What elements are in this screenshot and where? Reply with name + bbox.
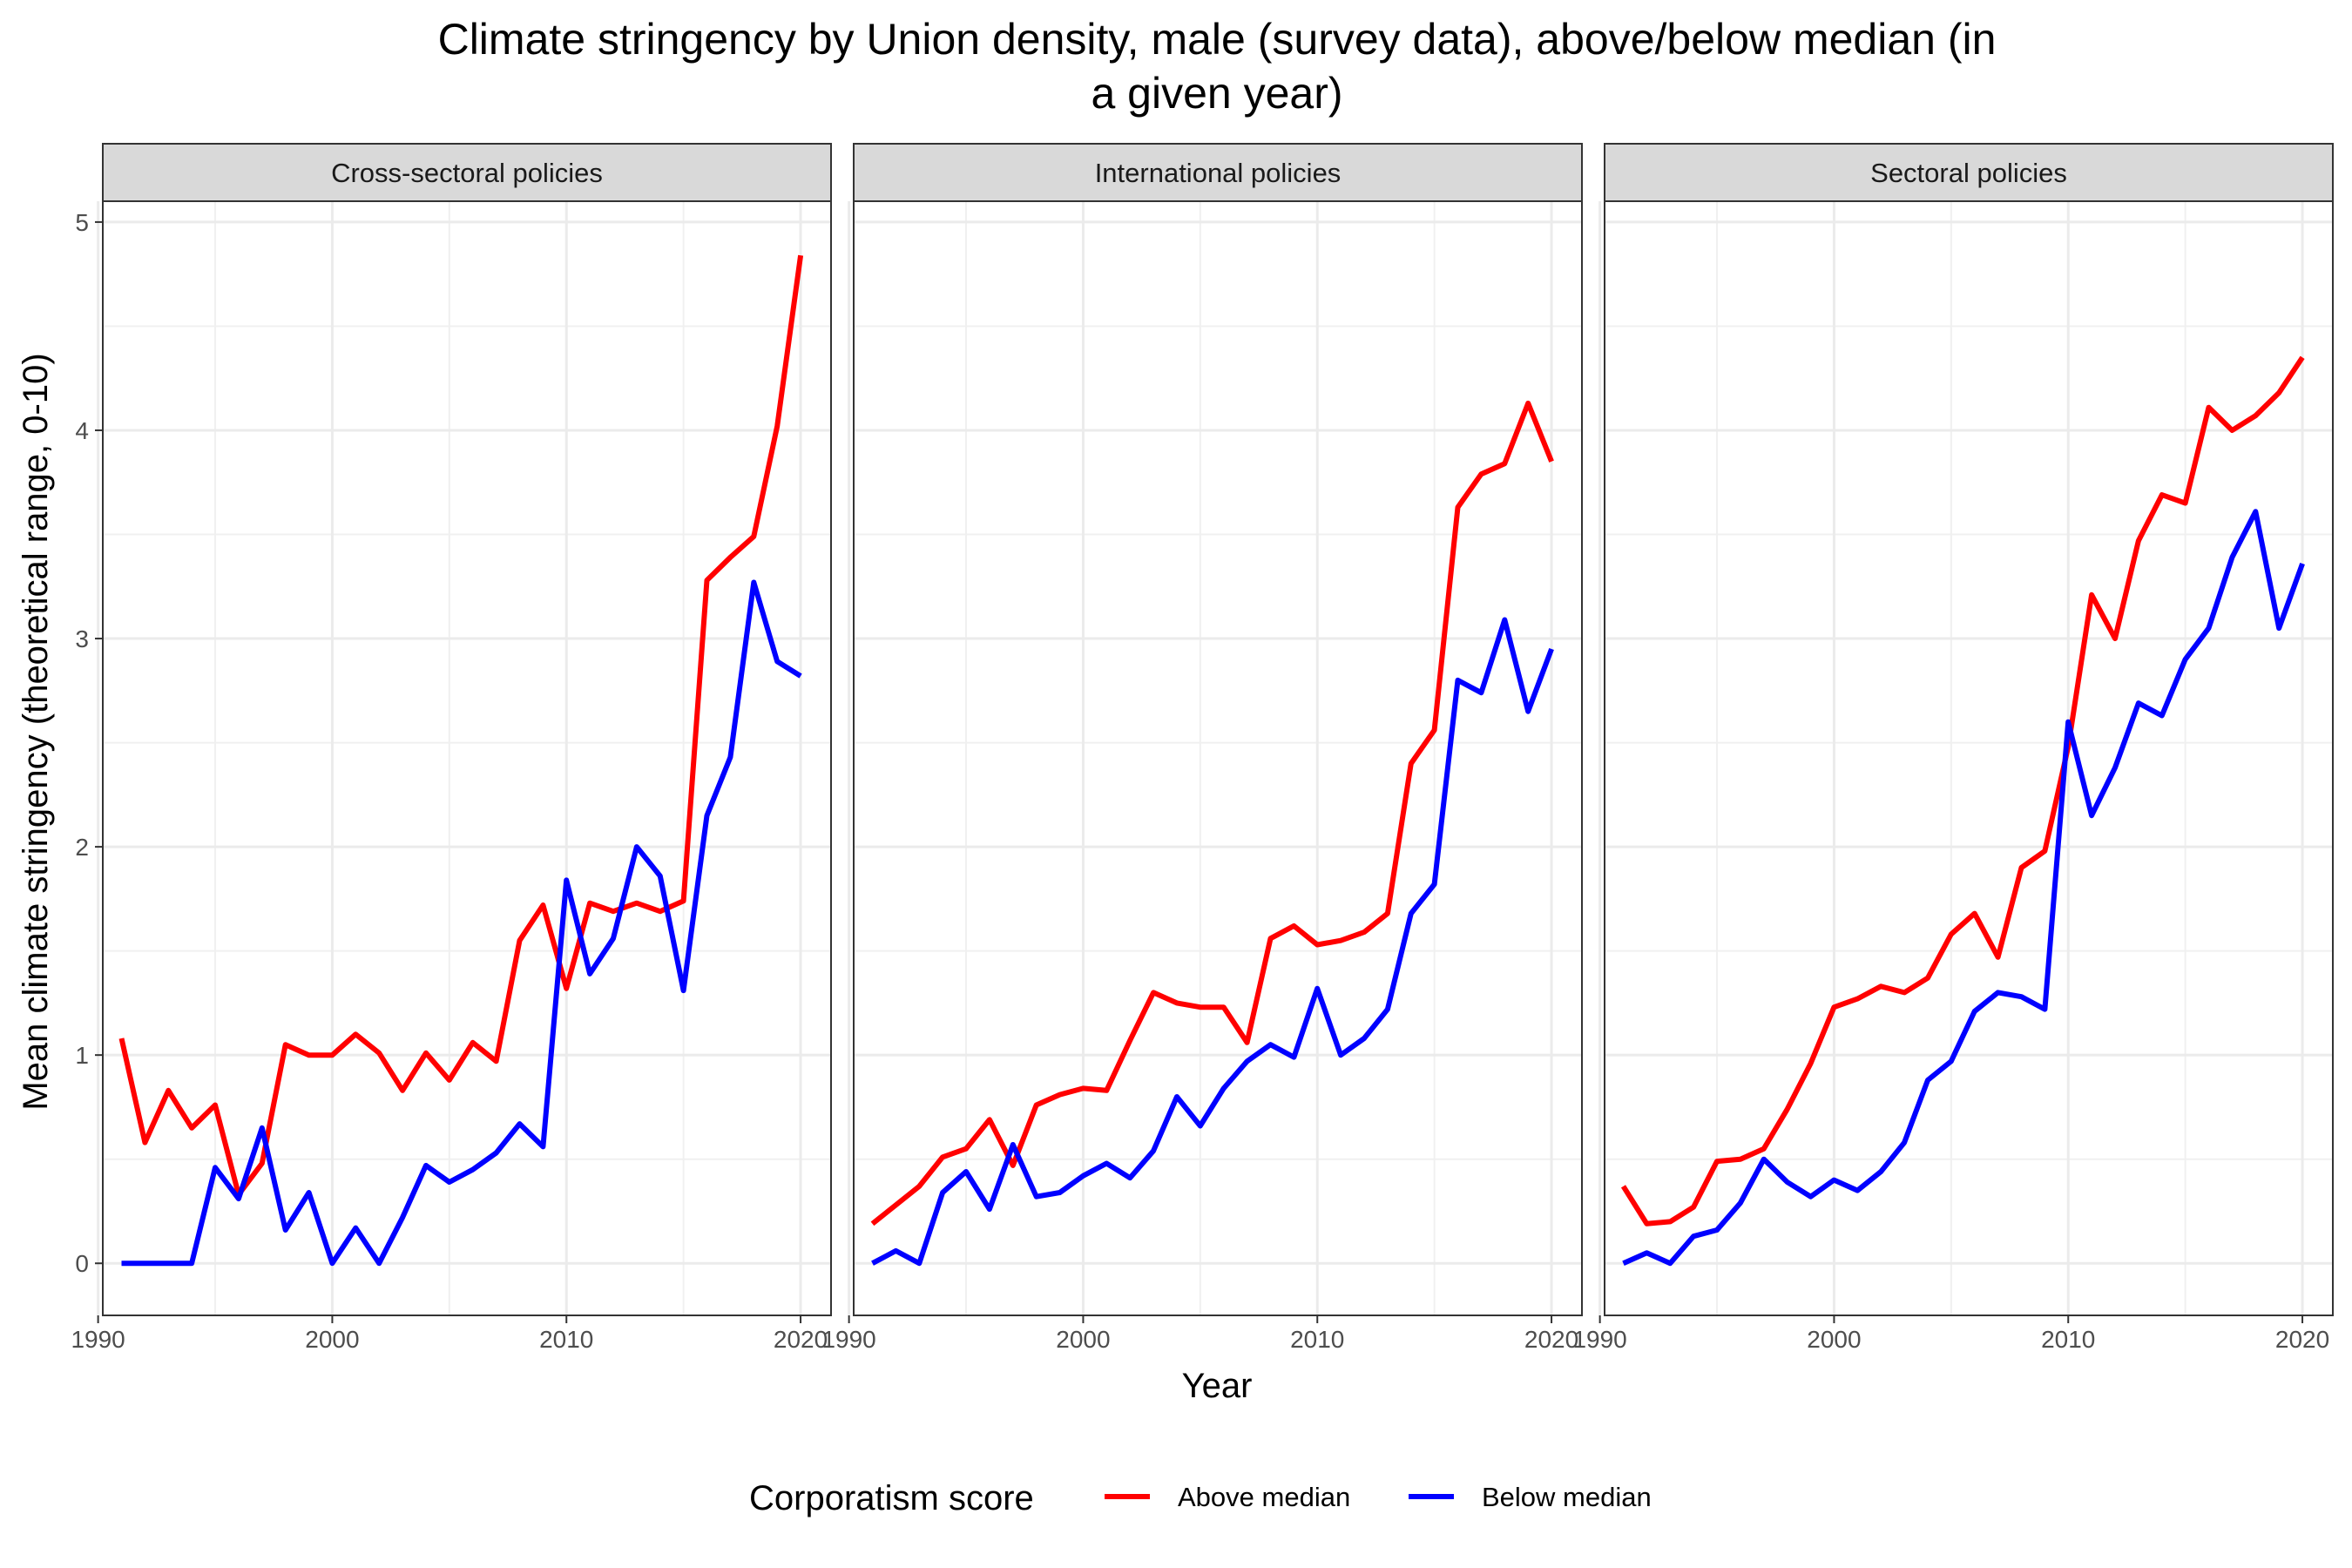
series-line-above-median (118, 254, 804, 1198)
panel-cross-sectoral-policies: Cross-sectoral policies 1990 2000 2010 2020 0… (71, 143, 832, 1353)
panel-sectoral-policies: Sectoral policies 1990 2000 2010 2020 (1572, 143, 2334, 1353)
y-tick-label: 4 (75, 417, 89, 444)
x-tick-label: 2020 (1524, 1326, 1578, 1353)
chart-title-line-2: a given year) (1091, 69, 1342, 118)
legend: Corporatism score Above median Below med… (749, 1479, 1652, 1517)
x-axis-title: Year (1182, 1367, 1253, 1405)
legend-title: Corporatism score (749, 1479, 1034, 1517)
x-tick-label: 2000 (1807, 1326, 1861, 1353)
legend-label-above-median: Above median (1178, 1482, 1350, 1512)
y-tick-label: 5 (75, 209, 89, 236)
series-line-below-median (871, 617, 1554, 1267)
x-tick-label: 1990 (1572, 1326, 1626, 1353)
x-tick-label: 1990 (821, 1326, 875, 1353)
panel-border (102, 200, 832, 1316)
x-tick-label: 2010 (2041, 1326, 2095, 1353)
x-tick-label: 2000 (305, 1326, 359, 1353)
panel-strip-label: Sectoral policies (1870, 158, 2067, 188)
series-line-below-median (121, 579, 802, 1267)
panel-international-policies: International policies 1990 2000 2010 2020 (821, 143, 1583, 1353)
panel-strip-label: International policies (1095, 158, 1342, 188)
x-tick-label: 2010 (1290, 1326, 1344, 1353)
x-tick-label: 2020 (774, 1326, 828, 1353)
y-tick-label: 2 (75, 834, 89, 861)
panel-border (853, 200, 1583, 1316)
x-tick-label: 1990 (71, 1326, 125, 1353)
legend-label-below-median: Below median (1482, 1482, 1652, 1512)
panel-strip (102, 143, 832, 202)
x-tick-label: 2000 (1056, 1326, 1110, 1353)
y-tick-label: 1 (75, 1042, 89, 1069)
y-tick-label: 0 (75, 1250, 89, 1277)
series-line-above-median (870, 400, 1554, 1227)
y-tick-label: 3 (75, 625, 89, 652)
panel-border (1604, 200, 2334, 1316)
y-axis-title: Mean climate stringency (theoretical ran… (17, 353, 55, 1110)
series-line-below-median (1622, 509, 2305, 1267)
chart-title-line-1: Climate stringency by Union density, mal… (438, 15, 1997, 64)
panel-strip (1604, 143, 2334, 202)
x-tick-label: 2020 (2275, 1326, 2329, 1353)
panel-strip (853, 143, 1583, 202)
panel-strip-label: Cross-sectoral policies (331, 158, 603, 188)
x-tick-label: 2010 (539, 1326, 593, 1353)
series-line-above-median (1620, 355, 2305, 1227)
